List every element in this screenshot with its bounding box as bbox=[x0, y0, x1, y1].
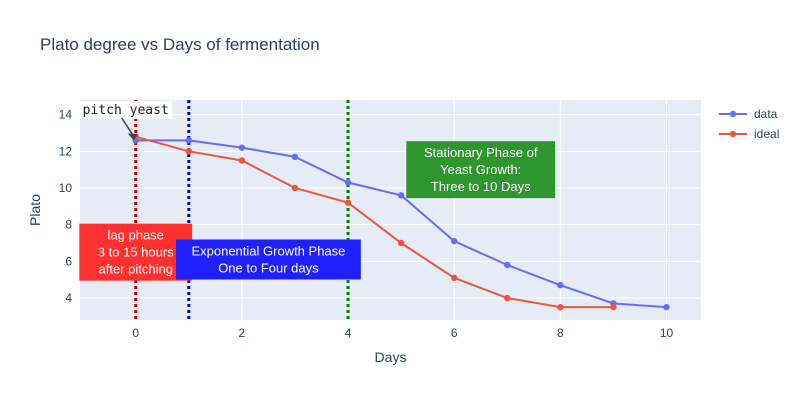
phase-annotation-box bbox=[406, 141, 556, 199]
data-point-data bbox=[238, 144, 246, 151]
phase-annotation-text: 3 to 15 hours bbox=[98, 245, 174, 260]
phase-annotation-text: after pitching bbox=[99, 262, 173, 277]
annotation-arrowhead bbox=[127, 133, 138, 141]
chart-title: Plato degree vs Days of fermentation bbox=[40, 35, 320, 54]
data-point-data bbox=[185, 137, 193, 144]
legend-label-data[interactable]: data bbox=[754, 107, 778, 121]
annotation-label-box bbox=[79, 101, 173, 119]
phase-annotation-text: lag phase bbox=[108, 228, 164, 243]
data-point-data bbox=[344, 179, 352, 186]
phase-annotation-text: One to Four days bbox=[218, 261, 319, 276]
annotation-arrow-line bbox=[121, 117, 135, 137]
series-layer bbox=[132, 133, 670, 311]
phase-annotation-box bbox=[79, 223, 193, 281]
data-point-ideal bbox=[344, 199, 352, 206]
series-line-ideal bbox=[135, 135, 614, 309]
x-tick-label: 8 bbox=[557, 326, 564, 340]
annotations: lag phase 3 to 15 hours after pitching Expo… bbox=[79, 141, 556, 281]
data-point-ideal bbox=[557, 303, 564, 311]
x-tick-label: 6 bbox=[451, 326, 458, 340]
data-point-ideal bbox=[397, 239, 405, 247]
data-point-data bbox=[291, 153, 299, 161]
y-axis-title: Plato bbox=[27, 194, 43, 226]
phase-annotation-text: Exponential Growth Phase bbox=[191, 244, 345, 259]
y-tick-label: 8 bbox=[65, 218, 72, 232]
legend-marker-ideal bbox=[729, 130, 737, 138]
data-point-ideal bbox=[238, 157, 246, 164]
phase-annotation-text: Three to 10 Days bbox=[431, 179, 531, 194]
y-tick-label: 14 bbox=[59, 108, 73, 122]
legend-marker-data bbox=[729, 110, 737, 118]
phase-annotation-text: Yeast Growth: bbox=[440, 162, 521, 177]
x-axis-title: Days bbox=[375, 349, 407, 365]
data-point-data bbox=[397, 192, 405, 199]
data-point-data bbox=[450, 237, 458, 245]
data-point-data bbox=[504, 261, 511, 269]
pitch-yeast-annotation: pitch yeast bbox=[79, 101, 173, 141]
data-point-ideal bbox=[291, 184, 299, 192]
x-tick-label: 2 bbox=[239, 326, 246, 340]
legend[interactable]: data ideal bbox=[719, 107, 779, 141]
data-point-ideal bbox=[450, 274, 458, 282]
annotation-label: pitch yeast bbox=[83, 103, 169, 118]
data-point-ideal bbox=[504, 294, 511, 302]
data-point-data bbox=[557, 281, 564, 289]
y-tick-label: 4 bbox=[65, 291, 72, 305]
x-tick-label: 0 bbox=[132, 326, 139, 340]
data-point-ideal bbox=[185, 148, 193, 155]
data-point-data bbox=[663, 303, 670, 311]
phase-annotation-box bbox=[176, 239, 361, 280]
axis-ticks: 4 6 8 10 12 14 0 2 4 6 8 10 bbox=[59, 108, 674, 340]
y-tick-label: 10 bbox=[59, 181, 73, 195]
y-tick-label: 6 bbox=[65, 254, 72, 268]
x-tick-label: 10 bbox=[660, 326, 674, 340]
y-tick-label: 12 bbox=[59, 144, 73, 158]
legend-label-ideal[interactable]: ideal bbox=[754, 127, 779, 141]
plot-area bbox=[80, 100, 701, 320]
phase-annotation-text: Stationary Phase of bbox=[424, 145, 538, 160]
data-point-ideal bbox=[610, 303, 617, 311]
x-tick-label: 4 bbox=[345, 326, 352, 340]
